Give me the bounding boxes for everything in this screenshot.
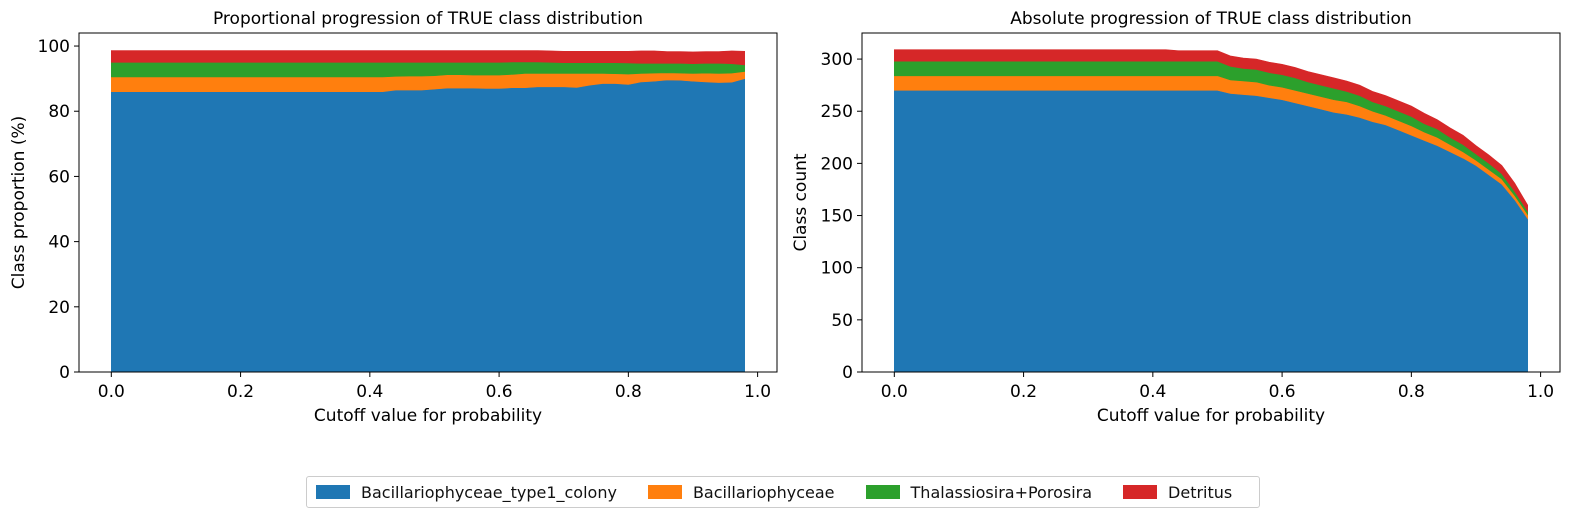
- area-series-detritus: [894, 49, 1528, 213]
- x-tick-label: 0.2: [1010, 382, 1037, 402]
- y-tick-label: 100: [38, 37, 70, 57]
- x-tick-label: 0.0: [881, 382, 908, 402]
- y-axis-label: Class proportion (%): [9, 116, 29, 290]
- x-tick-label: 0.8: [615, 382, 642, 402]
- legend-item-thalassiosira-porosira: Thalassiosira+Porosira: [865, 482, 1093, 502]
- y-axis-label: Class count: [791, 153, 811, 251]
- x-axis-label: Cutoff value for probability: [1097, 406, 1325, 426]
- legend-swatch: [1123, 485, 1158, 499]
- x-tick-label: 0.4: [1139, 382, 1166, 402]
- legend-label: Detritus: [1168, 482, 1233, 502]
- chart-2: 0.0 0.2 0.4 0.6 0.8 1.0 0 50 100 150 200 250 300 Abso…: [791, 9, 1561, 426]
- x-tick-label: 0.4: [356, 382, 383, 402]
- y-tick-label: 150: [821, 207, 853, 227]
- x-tick-label: 0.8: [1398, 382, 1425, 402]
- chart-1: 0.0 0.2 0.4 0.6 0.8 1.0 0 20 40 60 80 100 Proportion…: [9, 9, 778, 426]
- y-tick-label: 60: [48, 167, 70, 187]
- x-tick-label: 0.6: [1269, 382, 1296, 402]
- legend-item-detritus: Detritus: [1123, 483, 1232, 502]
- area-series-detritus: [111, 50, 745, 66]
- x-tick-label: 1.0: [1527, 382, 1554, 402]
- y-tick-label: 40: [48, 233, 70, 253]
- legend-swatch: [865, 485, 900, 499]
- legend-item-bacillariophyceae-type1-colony: Bacillariophyceae_type1_colony: [316, 483, 617, 502]
- area-series-bacillariophyceae-type1-colony: [111, 78, 745, 373]
- y-tick-label: 0: [842, 363, 853, 383]
- x-axis-label: Cutoff value for probability: [314, 406, 542, 426]
- y-tick-label: 250: [821, 102, 853, 122]
- x-tick-label: 0.0: [98, 382, 125, 402]
- legend-label: Bacillariophyceae: [692, 482, 835, 502]
- legend: Bacillariophyceae_type1_colony Bacillari…: [306, 476, 1260, 508]
- plot-frame: [78, 32, 778, 373]
- y-tick-label: 80: [48, 102, 70, 122]
- x-tick-label: 1.0: [744, 382, 771, 402]
- x-tick-label: 0.6: [486, 382, 513, 402]
- y-tick-label: 200: [821, 154, 853, 174]
- legend-swatch: [647, 485, 682, 499]
- x-tick-label: 0.2: [227, 382, 254, 402]
- y-tick-label: 0: [59, 363, 70, 383]
- y-tick-label: 20: [48, 298, 70, 318]
- legend-item-bacillariophyceae: Bacillariophyceae: [647, 482, 835, 502]
- legend-label: Bacillariophyceae_type1_colony: [361, 482, 617, 502]
- y-tick-label: 300: [821, 50, 853, 70]
- y-tick-label: 100: [821, 259, 853, 279]
- plot-frame: [861, 32, 1561, 373]
- legend-label: Thalassiosira+Porosira: [910, 482, 1093, 502]
- legend-swatch: [316, 485, 350, 499]
- chart-title: Absolute progression of TRUE class distr…: [1010, 9, 1411, 29]
- chart-title: Proportional progression of TRUE class d…: [213, 9, 643, 29]
- y-tick-label: 50: [831, 311, 853, 331]
